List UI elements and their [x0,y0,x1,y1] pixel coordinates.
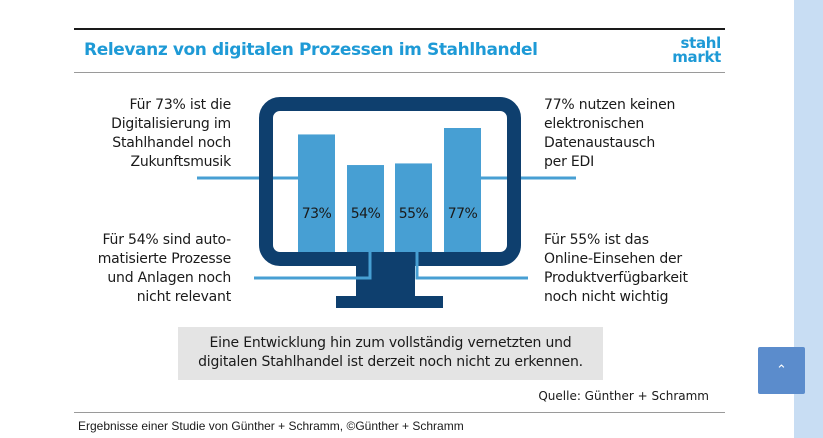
note-line: nicht relevant [136,289,231,305]
chevron-up-icon: ⌃ [776,363,787,378]
bar-value-label: 55% [399,206,429,222]
note-line: Digitalisierung im [111,116,231,132]
note-line: Für 55% ist das [544,232,649,248]
note-line: Für 54% sind auto- [102,232,231,248]
source-label: Quelle: Günther + Schramm [538,389,709,403]
note-line: 77% nutzen keinen [544,97,676,113]
stahlmarkt-logo: stahl markt [665,34,721,66]
bar-value-label: 54% [351,206,381,222]
top-rule [74,28,725,30]
note-line: Online-Einsehen der [544,251,682,267]
bar-value-label: 73% [302,206,332,222]
bar-0 [298,134,335,252]
bar-2 [395,163,432,252]
note-top-right: 77% nutzen keinen elektronischen Datenau… [544,96,675,172]
note-line: und Anlagen noch [107,270,231,286]
logo-line-1: stahl [680,34,721,52]
note-line: noch nicht wichtig [544,289,669,305]
summary-line-1: Eine Entwicklung hin zum vollständig ver… [209,335,572,351]
logo-line-2: markt [672,48,721,66]
bar-3 [444,128,481,252]
monitor-frame [259,97,521,266]
note-line: Produktverfügbarkeit [544,270,688,286]
note-bottom-left: Für 54% sind auto- matisierte Prozesse u… [98,231,231,307]
summary-line-2: digitalen Stahlhandel ist derzeit noch n… [198,354,583,370]
note-line: Stahlhandel noch [112,135,231,151]
monitor-base [336,296,443,308]
footer-rule [74,412,725,413]
note-top-left: Für 73% ist die Digitalisierung im Stahl… [111,96,231,172]
header-rule [74,72,725,73]
note-line: Datenaustausch [544,135,656,151]
bar-value-label: 77% [448,206,478,222]
image-caption: Ergebnisse einer Studie von Günther + Sc… [78,419,464,433]
bar-1 [347,165,384,252]
note-bottom-right: Für 55% ist das Online-Einsehen der Prod… [544,231,688,307]
note-line: per EDI [544,154,595,170]
note-line: matisierte Prozesse [97,251,231,267]
note-line: elektronischen [544,116,645,132]
summary-box: Eine Entwicklung hin zum vollständig ver… [178,327,603,380]
note-line: Für 73% ist die [129,97,232,113]
note-line: Zukunftsmusik [130,154,231,170]
infographic-title: Relevanz von digitalen Prozessen im Stah… [84,40,538,60]
monitor-neck [356,265,415,297]
scroll-to-top-button[interactable]: ⌃ [758,347,805,394]
connector-line-bottom-right [415,252,528,280]
connector-line-bottom-left [254,252,372,280]
